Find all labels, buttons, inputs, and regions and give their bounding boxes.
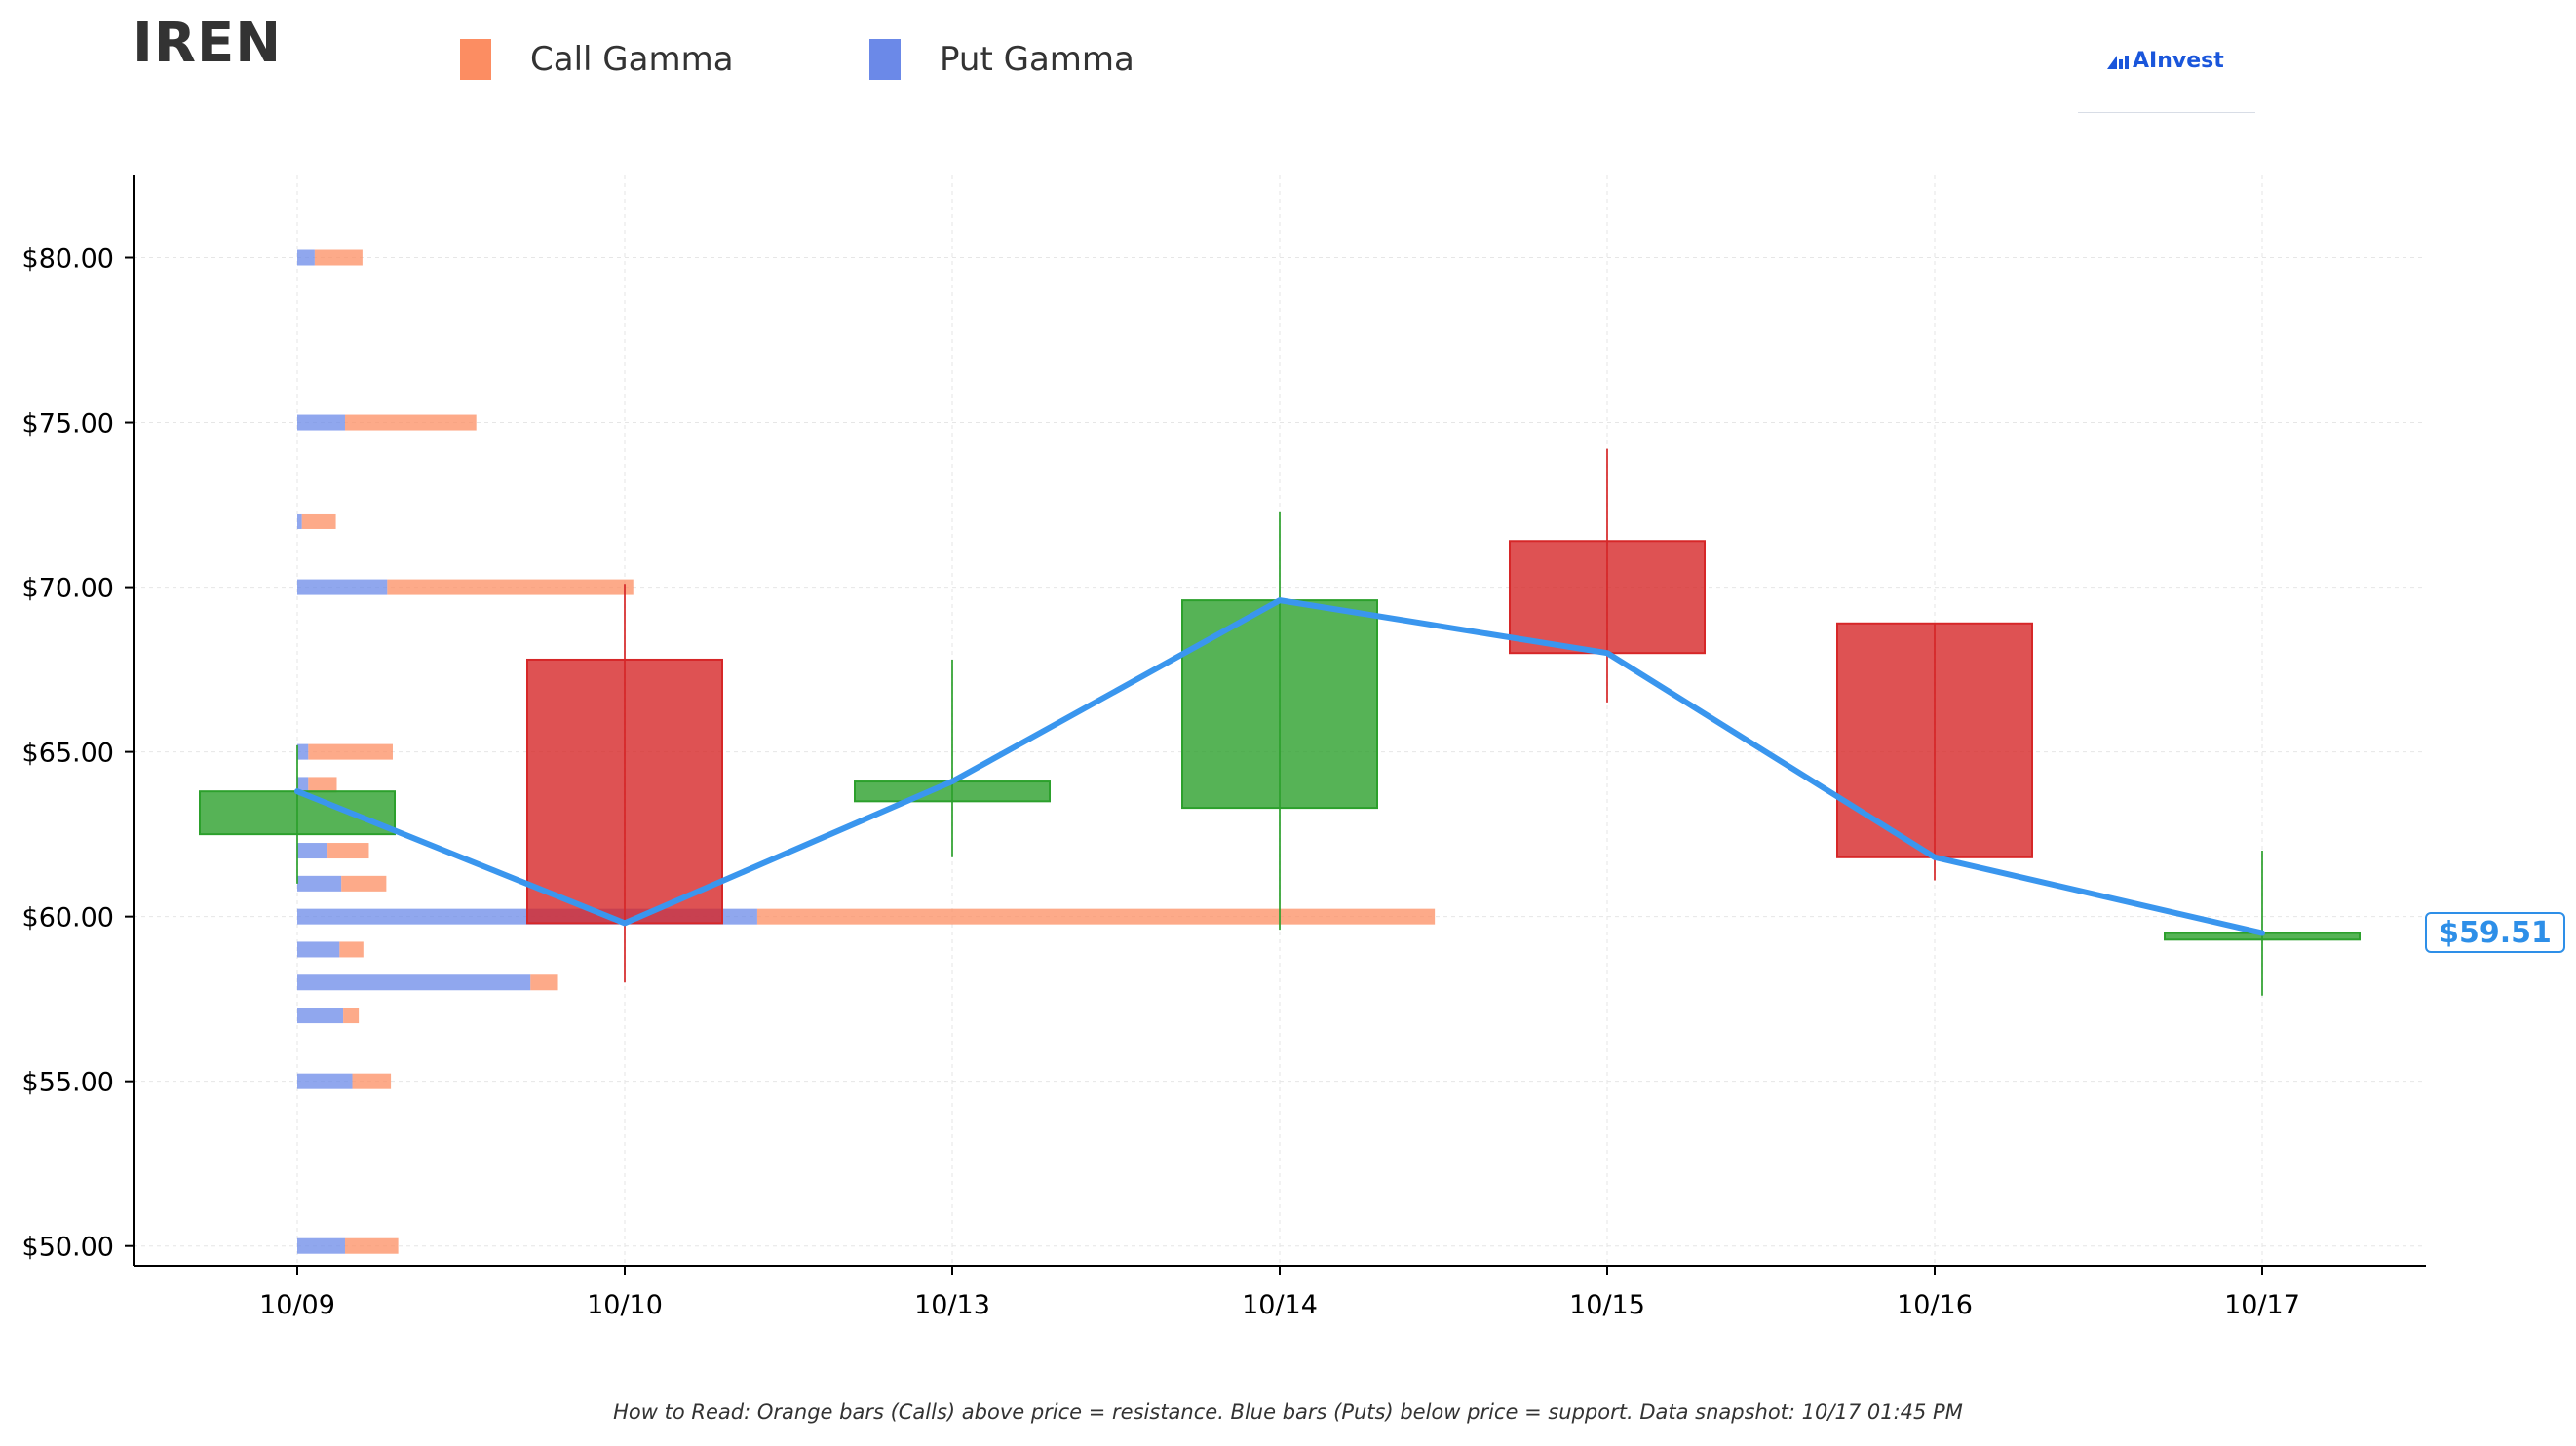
y-tick-label: $80.00 xyxy=(22,245,114,275)
put-gamma-bar xyxy=(297,843,328,859)
x-tick-label: 10/10 xyxy=(587,1290,663,1320)
ainvest-logo-icon xyxy=(2107,55,2129,69)
candle-body xyxy=(199,790,396,836)
x-tick-label: 10/13 xyxy=(914,1290,990,1320)
call-gamma-bar xyxy=(327,843,369,859)
put-gamma-bar xyxy=(297,974,531,991)
call-gamma-bar xyxy=(339,941,364,958)
x-tick-label: 10/16 xyxy=(1897,1290,1973,1320)
put-gamma-bar xyxy=(297,777,309,793)
y-tick-label: $50.00 xyxy=(22,1233,114,1263)
x-tick-label: 10/17 xyxy=(2224,1290,2300,1320)
x-tick-label: 10/14 xyxy=(1242,1290,1318,1320)
call-gamma-bar xyxy=(301,513,336,529)
put-gamma-bar xyxy=(297,743,309,760)
ainvest-logo-text: AInvest xyxy=(2133,49,2224,73)
put-gamma-bar xyxy=(297,941,340,958)
last-price-badge: $59.51 xyxy=(2425,912,2565,953)
call-gamma-bar xyxy=(756,908,1436,925)
call-gamma-bar xyxy=(308,777,337,793)
put-gamma-bar xyxy=(297,1073,353,1089)
x-tick-label: 10/15 xyxy=(1569,1290,1645,1320)
call-gamma-swatch xyxy=(460,39,491,80)
call-gamma-bar xyxy=(387,579,634,595)
put-gamma-bar xyxy=(297,1008,344,1024)
put-gamma-bar xyxy=(297,1237,345,1254)
logo-divider xyxy=(2078,112,2255,113)
y-tick-label: $70.00 xyxy=(22,574,114,604)
y-tick-label: $75.00 xyxy=(22,409,114,439)
close-price-line xyxy=(294,597,2265,936)
call-gamma-bar xyxy=(341,875,387,892)
legend-call-gamma: Call Gamma xyxy=(460,35,734,84)
put-gamma-bar xyxy=(297,414,345,431)
ticker-title: IREN xyxy=(133,12,283,75)
put-gamma-bar xyxy=(297,875,342,892)
call-gamma-bar xyxy=(352,1073,392,1089)
call-gamma-bar xyxy=(344,414,477,431)
candle-body xyxy=(526,658,723,925)
call-gamma-bar xyxy=(308,743,393,760)
y-tick-label: $55.00 xyxy=(22,1068,114,1098)
put-gamma-bar xyxy=(297,249,315,266)
ainvest-logo: AInvest xyxy=(2105,49,2224,73)
call-gamma-bar xyxy=(344,1237,399,1254)
put-gamma-bar xyxy=(297,513,302,529)
legend-call-gamma-label: Call Gamma xyxy=(530,40,734,79)
x-tick-label: 10/09 xyxy=(259,1290,335,1320)
legend-put-gamma-label: Put Gamma xyxy=(940,40,1134,79)
call-gamma-bar xyxy=(314,249,363,266)
y-tick-label: $60.00 xyxy=(22,903,114,933)
legend-put-gamma: Put Gamma xyxy=(869,35,1134,84)
y-tick-label: $65.00 xyxy=(22,739,114,769)
call-gamma-bar xyxy=(530,974,558,991)
chart-footnote: How to Read: Orange bars (Calls) above p… xyxy=(613,1400,1963,1424)
put-gamma-bar xyxy=(297,579,388,595)
candle-body xyxy=(1181,599,1378,810)
candle-body xyxy=(1509,540,1706,655)
call-gamma-bar xyxy=(343,1008,360,1024)
candle-body xyxy=(1836,622,2033,858)
put-gamma-swatch xyxy=(869,39,901,80)
